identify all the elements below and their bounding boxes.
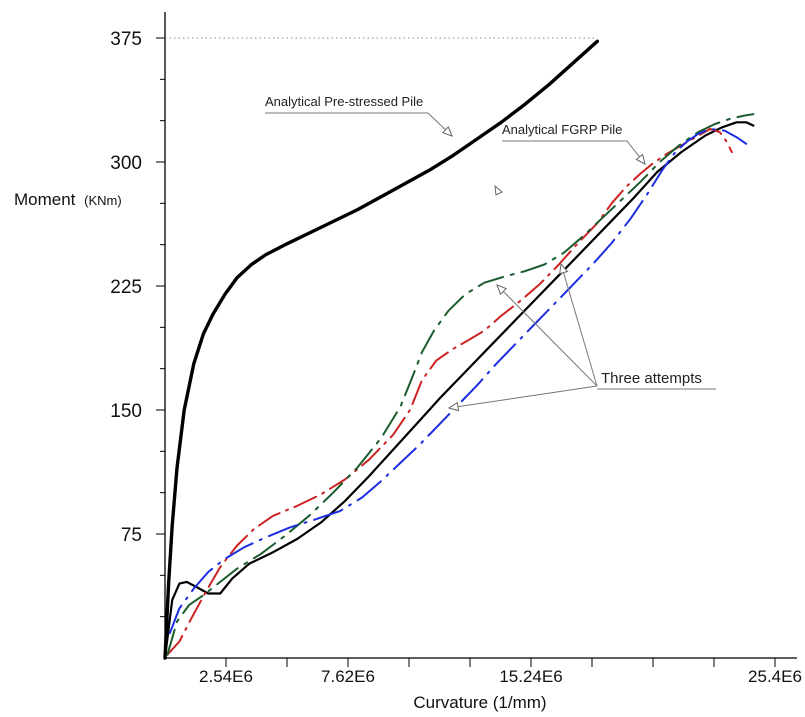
annotation-attempts-arrow-3 [447,401,460,412]
stray-arrow-marker [494,184,503,196]
y-tick-label: 75 [121,525,142,546]
series-line-4 [166,113,755,656]
y-axis-title-main: Moment [14,190,76,209]
annotation-attempts-arrow-2 [559,262,569,275]
annotation-attempts-label: Three attempts [601,370,702,387]
annotation-fgrp-label: Analytical FGRP Pile [502,122,622,137]
series-line-3 [166,127,733,656]
annotation-prestressed-label: Analytical Pre-stressed Pile [265,94,423,109]
annotation-fgrp-leader [502,140,646,165]
annotations: Analytical Pre-stressed Pile Analytical F… [265,94,716,412]
y-axis: 75 150 225 300 375 [110,12,166,658]
y-tick-label: 300 [110,153,142,174]
annotation-attempts-arrow-1 [496,284,508,296]
y-tick-label: 375 [110,29,142,50]
x-axis: 2.54E6 7.62E6 15.24E6 25.4E6 [165,657,802,686]
series-line-2 [163,121,755,660]
y-tick-label: 150 [110,401,142,422]
y-axis-title-unit: (KNm) [84,193,122,208]
x-tick-label: 25.4E6 [748,667,802,686]
x-tick-label: 7.62E6 [321,667,375,686]
y-tick-label: 225 [110,277,142,298]
y-axis-title: Moment (KNm) [14,190,122,209]
series-layer [163,39,755,660]
annotation-attempts-leader-3 [448,385,598,409]
annotation-attempts-leader-2 [560,263,598,387]
series-line-5 [168,127,748,635]
x-tick-label: 15.24E6 [499,667,562,686]
x-tick-label: 2.54E6 [199,667,253,686]
annotation-prestressed-leader [265,112,453,137]
annotation-attempts-leader-1 [496,284,598,387]
series-line-1 [163,39,599,660]
annotation-prestressed-arrow [441,125,453,137]
x-axis-title: Curvature (1/mm) [413,693,546,712]
annotation-fgrp-arrow [635,153,646,165]
